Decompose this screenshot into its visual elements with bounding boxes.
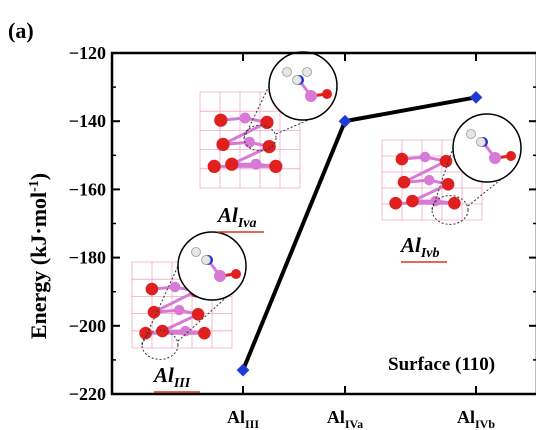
y-tick-label: −200 [69, 316, 106, 336]
hydrogen-atom [282, 67, 292, 77]
hydrogen-atom [302, 67, 312, 77]
molecular-structures [131, 51, 522, 360]
oxygen-atom [262, 140, 276, 154]
x-tick-label: AlIII [227, 407, 259, 430]
hydrogen-atom [201, 255, 211, 265]
aluminum-atom [243, 136, 255, 148]
oxygen-atom [156, 324, 169, 338]
panel-label: (a) [8, 18, 34, 43]
y-tick-label: −220 [69, 384, 106, 404]
oxygen-atom [225, 157, 239, 171]
oxygen-atom [439, 154, 453, 168]
hydrogen-atom [466, 129, 476, 139]
oxygen-atom [191, 308, 205, 321]
aluminum-atom [169, 281, 181, 293]
oxygen-atom [216, 137, 230, 151]
series-group [236, 90, 483, 377]
aluminum-atom [239, 112, 251, 124]
oxygen-atom [231, 269, 241, 279]
aluminum-atom [173, 304, 185, 316]
bond [153, 289, 197, 314]
hydrogen-atom [476, 137, 486, 147]
aluminum-atom [419, 151, 431, 163]
oxygen-atom [145, 282, 159, 296]
oxygen-atom [448, 196, 461, 210]
aluminum-atom [305, 90, 317, 102]
aluminum-atom [423, 174, 435, 186]
x-tick-label: AlIVa [327, 407, 363, 430]
series-line [241, 95, 477, 371]
aluminum-atom [180, 325, 191, 337]
aluminum-atom [489, 152, 501, 164]
aluminum-atom [214, 270, 226, 282]
structure-label: AlIva [216, 203, 257, 231]
zoom-inset [141, 231, 247, 360]
x-axis-ticks: AlIII AlIVa AlIVb [227, 53, 495, 430]
zoom-inset [243, 51, 338, 152]
oxygen-atom [395, 152, 409, 166]
oxygen-atom [147, 305, 161, 319]
bond [411, 182, 449, 203]
oxygen-atom [506, 151, 516, 161]
oxygen-atom [441, 178, 455, 191]
y-axis-label: Energy (kJ·mol-1) [26, 173, 51, 339]
structure-label: AlIvb [399, 233, 440, 261]
bond [231, 145, 270, 166]
bond [403, 159, 447, 184]
atom-cluster [389, 151, 461, 210]
zoom-connector [177, 294, 230, 342]
data-point [236, 363, 250, 377]
zoom-connector [431, 147, 454, 211]
oxygen-atom [260, 115, 274, 129]
zoom-inset [431, 113, 522, 225]
x-tick-label: AlIVb [457, 407, 495, 430]
zoom-source [431, 195, 469, 225]
data-point [338, 114, 352, 128]
annotations: AlIII AlIva AlIvb [152, 203, 447, 393]
oxygen-atom [198, 326, 211, 340]
hydrogen-atom [292, 75, 302, 85]
hydrogen-atom [191, 247, 201, 257]
y-tick-label: −180 [69, 248, 106, 268]
zoom-connector [243, 85, 270, 139]
oxygen-atom [389, 196, 402, 210]
y-tick-label: −160 [69, 179, 106, 199]
aluminum-atom [250, 158, 262, 170]
bond [161, 312, 199, 333]
y-tick-label: −120 [69, 43, 106, 63]
oxygen-atom [214, 113, 228, 127]
data-point [469, 90, 483, 104]
zoom-source [141, 330, 179, 360]
structure-label: AlIII [152, 363, 191, 391]
y-axis-ticks: −220 −200 −180 −160 −140 −120 [69, 43, 536, 404]
oxygen-atom [269, 159, 283, 173]
oxygen-atom [397, 175, 411, 189]
oxygen-atom [406, 194, 419, 208]
surface-label: Surface (110) [388, 354, 495, 375]
zoom-connector [141, 265, 179, 346]
oxygen-atom [322, 89, 332, 99]
y-tick-label: −140 [69, 111, 106, 131]
oxygen-atom [207, 159, 221, 173]
